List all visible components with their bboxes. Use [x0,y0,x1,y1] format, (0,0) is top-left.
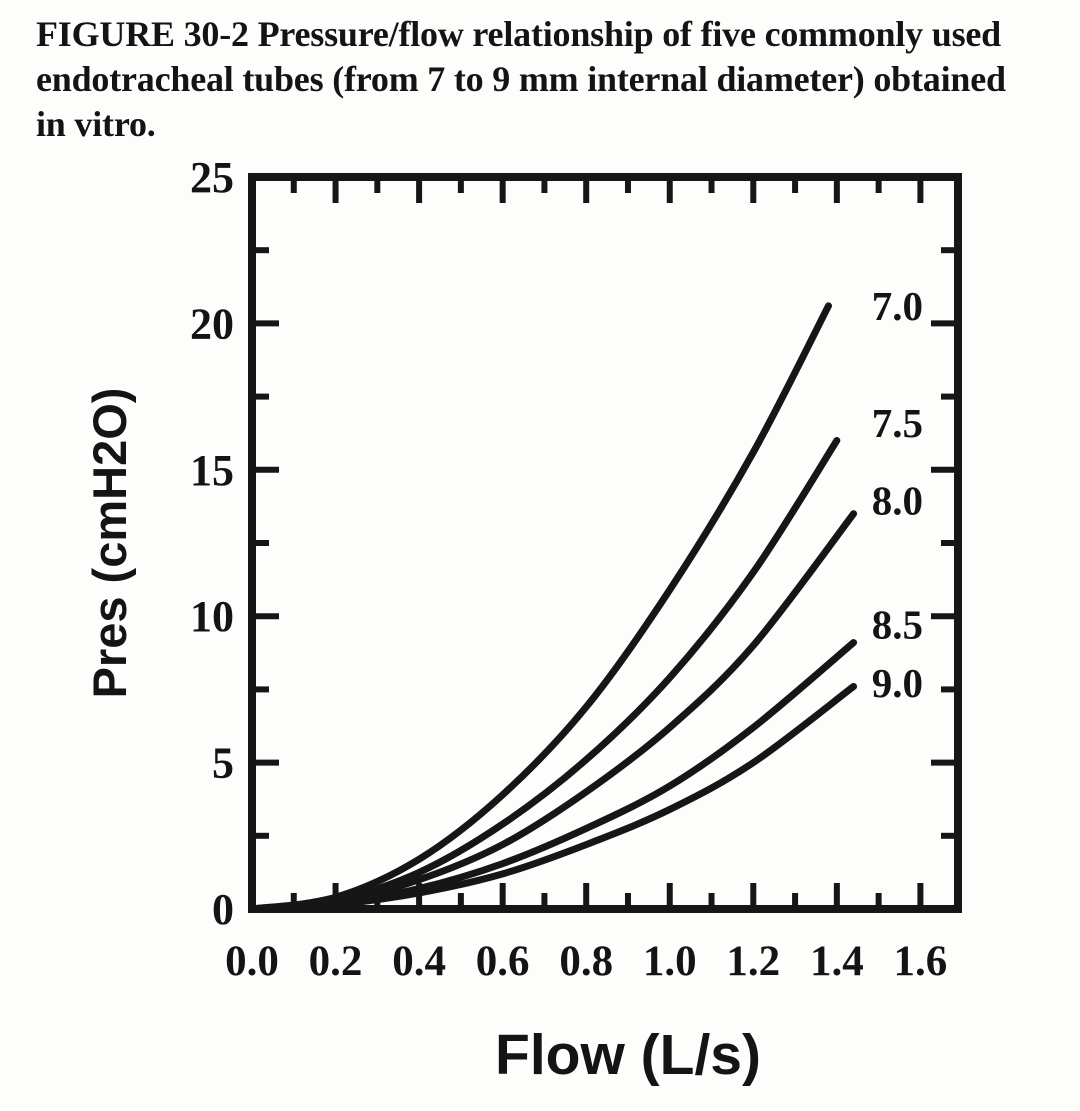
y-tick-label: 20 [190,299,234,348]
y-tick-label: 10 [190,592,234,641]
figure-caption: FIGURE 30-2 Pressure/flow relationship o… [36,12,1050,147]
y-axis-title: Pres (cmH2O) [83,388,136,699]
caption-line-2: endotracheal tubes (from 7 to 9 mm inter… [36,59,1006,99]
caption-line-3: in vitro. [36,104,156,144]
caption-line-1: FIGURE 30-2 Pressure/flow relationship o… [36,14,1001,54]
curve-7.0 [248,302,832,913]
x-tick-label: 1.4 [810,938,864,985]
curve-8.0 [248,510,858,913]
curve-label-9.0: 9.0 [872,660,923,706]
x-tick-label: 1.2 [726,938,780,985]
x-tick-label: 0.8 [559,938,613,985]
curve-label-7.5: 7.5 [872,400,923,446]
curve-9.0 [248,682,858,913]
x-tick-label: 0.6 [476,938,530,985]
x-tick-label: 0.4 [392,938,446,985]
x-tick-label: 0.2 [309,938,363,985]
x-axis-title: Flow (L/s) [495,1023,761,1087]
x-tick-label: 0.0 [225,938,279,985]
curve-7.5 [248,437,841,913]
curve-label-8.0: 8.0 [872,478,923,524]
y-tick-label: 0 [212,885,234,934]
x-tick-label: 1.0 [643,938,697,985]
curve-8.5 [248,639,858,913]
y-tick-label: 25 [190,153,234,202]
y-tick-label: 5 [212,739,234,788]
y-tick-label: 15 [190,446,234,495]
curve-label-8.5: 8.5 [872,601,923,647]
plot-border [248,173,962,913]
x-tick-label: 1.6 [894,938,948,985]
curve-label-7.0: 7.0 [872,283,923,329]
